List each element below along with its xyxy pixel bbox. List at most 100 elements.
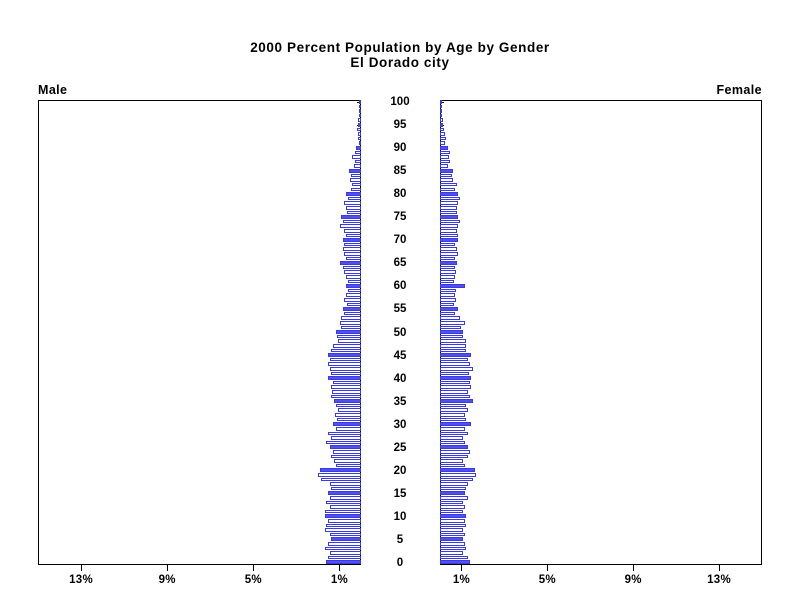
pyramid-bar-male-age-45 xyxy=(327,353,361,357)
pyramid-bar-female-age-98 xyxy=(440,109,442,113)
pyramid-bar-male-age-55 xyxy=(342,307,361,311)
pyramid-bar-male-age-77 xyxy=(346,205,361,210)
pyramid-bar-female-age-32 xyxy=(440,413,465,417)
pyramid-bar-female-age-37 xyxy=(440,390,468,394)
age-axis-label-70: 70 xyxy=(393,234,407,247)
pyramid-bar-male-age-97 xyxy=(359,113,361,118)
pyramid-bar-female-age-46 xyxy=(440,348,467,353)
pyramid-bar-male-age-62 xyxy=(346,274,361,279)
pyramid-bar-male-age-46 xyxy=(331,348,361,353)
pyramid-bar-male-age-70 xyxy=(342,238,361,242)
pyramid-bar-female-age-38 xyxy=(440,385,472,390)
pyramid-bar-female-age-20 xyxy=(440,468,475,472)
pyramid-bar-male-age-8 xyxy=(326,523,361,528)
pyramid-bar-male-age-99 xyxy=(359,104,361,109)
pyramid-bar-male-age-18 xyxy=(321,477,361,482)
age-axis-label-20: 20 xyxy=(393,464,407,477)
pyramid-bar-female-age-52 xyxy=(440,321,465,325)
pyramid-bar-male-age-61 xyxy=(347,279,361,284)
pyramid-bar-male-age-74 xyxy=(342,219,361,224)
pyramid-bar-female-age-15 xyxy=(440,491,465,495)
female-plot-area xyxy=(440,100,762,565)
pyramid-bar-female-age-39 xyxy=(440,380,470,385)
percent-axis-label-right-13: 13% xyxy=(707,574,732,586)
pyramid-bar-male-age-93 xyxy=(358,132,361,136)
pyramid-bar-male-age-84 xyxy=(350,173,361,178)
pyramid-bar-male-age-53 xyxy=(341,316,361,320)
age-axis-label-35: 35 xyxy=(393,395,407,408)
pyramid-bar-male-age-69 xyxy=(344,242,361,247)
pyramid-bar-female-age-73 xyxy=(440,224,459,228)
pyramid-bar-male-age-89 xyxy=(354,150,361,155)
pyramid-bar-female-age-76 xyxy=(440,210,458,215)
pyramid-bar-male-age-9 xyxy=(327,518,361,523)
pyramid-bar-female-age-94 xyxy=(440,127,445,132)
pyramid-bar-male-age-29 xyxy=(336,426,361,431)
pyramid-bar-male-age-28 xyxy=(327,431,361,436)
pyramid-bar-female-age-34 xyxy=(440,403,467,408)
pyramid-bar-female-age-61 xyxy=(440,279,454,284)
age-axis-label-40: 40 xyxy=(393,372,407,385)
pyramid-bar-female-age-59 xyxy=(440,288,456,293)
pyramid-bar-female-age-81 xyxy=(440,187,455,192)
pyramid-bar-female-age-85 xyxy=(440,169,454,173)
pyramid-bar-female-age-22 xyxy=(440,459,464,463)
pyramid-bar-female-age-18 xyxy=(440,477,474,482)
pyramid-bar-male-age-86 xyxy=(353,164,361,169)
pyramid-bar-female-age-97 xyxy=(440,113,442,118)
pyramid-bar-male-age-39 xyxy=(333,380,361,385)
pyramid-bar-female-age-30 xyxy=(440,422,472,426)
age-axis-label-10: 10 xyxy=(393,510,407,523)
pyramid-bar-female-age-79 xyxy=(440,196,460,201)
pyramid-bar-female-age-58 xyxy=(440,293,455,297)
pyramid-bar-male-age-90 xyxy=(356,146,361,150)
pyramid-bar-female-age-49 xyxy=(440,334,464,339)
pyramid-bar-female-age-100 xyxy=(440,100,442,104)
pyramid-bar-female-age-51 xyxy=(440,325,462,330)
age-axis-label-65: 65 xyxy=(393,257,407,270)
pyramid-bar-male-age-91 xyxy=(358,141,361,146)
pyramid-bar-male-age-75 xyxy=(341,215,361,219)
female-panel-label: Female xyxy=(716,83,762,97)
age-axis-label-5: 5 xyxy=(396,533,404,546)
pyramid-bar-male-age-17 xyxy=(329,482,361,486)
pyramid-bar-female-age-55 xyxy=(440,307,459,311)
pyramid-bar-female-age-67 xyxy=(440,251,459,256)
pyramid-bar-male-age-3 xyxy=(324,546,361,551)
pyramid-bar-female-age-41 xyxy=(440,371,469,376)
pyramid-bar-female-age-3 xyxy=(440,546,467,551)
pyramid-bar-male-age-80 xyxy=(346,192,361,196)
pyramid-bar-female-age-89 xyxy=(440,150,451,155)
pyramid-bar-female-age-42 xyxy=(440,367,474,371)
chart-title-line1: 2000 Percent Population by Age by Gender xyxy=(250,40,550,55)
pyramid-bar-female-age-65 xyxy=(440,261,457,265)
pyramid-bar-female-age-11 xyxy=(440,509,464,514)
pyramid-bar-female-age-47 xyxy=(440,344,467,348)
pyramid-bar-female-age-25 xyxy=(440,445,468,449)
percent-axis-tick xyxy=(167,565,169,571)
pyramid-bar-female-age-5 xyxy=(440,537,464,541)
pyramid-bar-female-age-43 xyxy=(440,362,470,367)
percent-axis-tick xyxy=(547,565,549,571)
pyramid-bar-male-age-79 xyxy=(347,196,361,201)
pyramid-bar-female-age-24 xyxy=(440,449,470,454)
pyramid-bar-female-age-69 xyxy=(440,242,455,247)
pyramid-bar-male-age-64 xyxy=(342,265,361,270)
pyramid-bar-male-age-73 xyxy=(339,224,361,228)
pyramid-bar-male-age-36 xyxy=(330,394,361,399)
pyramid-bar-male-age-20 xyxy=(320,468,361,472)
pyramid-bar-female-age-8 xyxy=(440,523,467,528)
pyramid-bar-female-age-57 xyxy=(440,297,456,302)
pyramid-bar-female-age-17 xyxy=(440,482,468,486)
pyramid-bar-male-age-34 xyxy=(336,403,361,408)
pyramid-bar-male-age-1 xyxy=(327,555,361,560)
pyramid-bar-female-age-26 xyxy=(440,440,465,445)
pyramid-bar-male-age-95 xyxy=(357,123,361,127)
pyramid-bar-male-age-12 xyxy=(329,505,361,509)
pyramid-bar-male-age-30 xyxy=(333,422,361,426)
pyramid-bar-male-age-13 xyxy=(326,500,361,505)
pyramid-bar-female-age-12 xyxy=(440,505,465,509)
pyramid-bar-female-age-60 xyxy=(440,284,465,288)
pyramid-bar-female-age-9 xyxy=(440,518,465,523)
pyramid-bar-female-age-92 xyxy=(440,136,446,141)
